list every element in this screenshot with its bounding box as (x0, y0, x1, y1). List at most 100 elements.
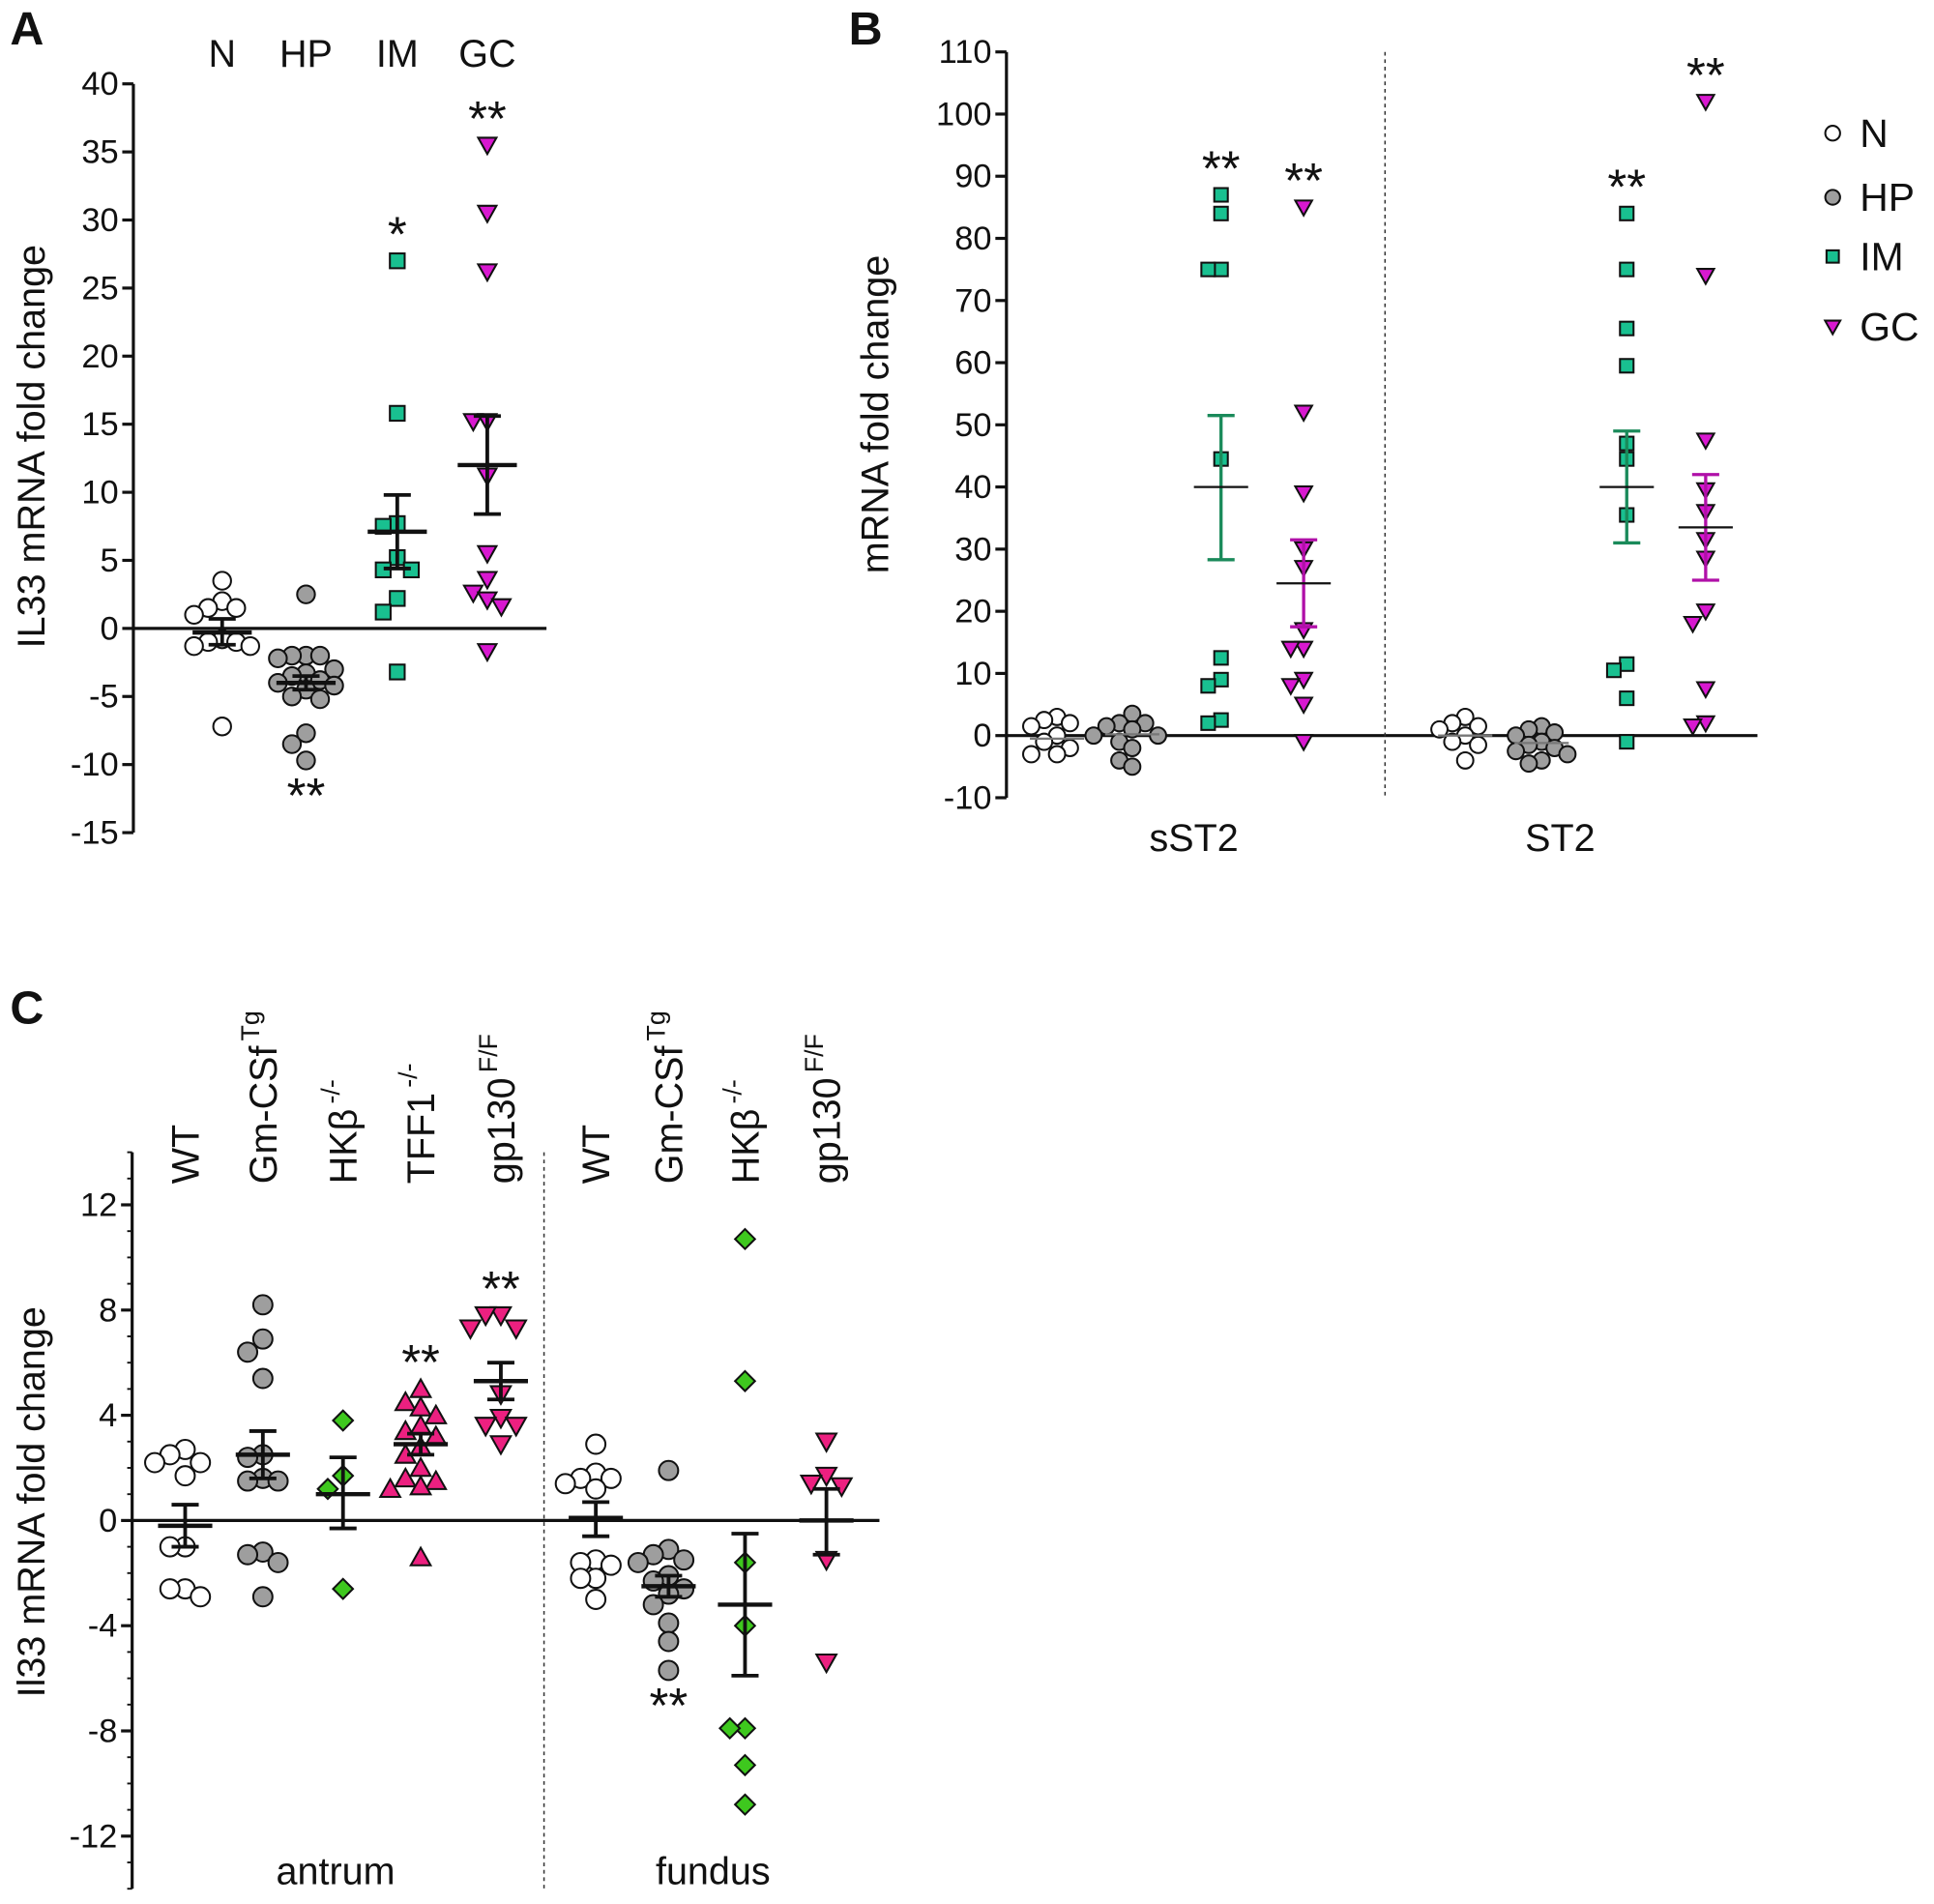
panel-b-y-tick-label: 60 (954, 345, 991, 382)
panel-c-data-point (251, 1586, 274, 1608)
panel-a-y-tick-label: 40 (81, 66, 118, 103)
panel-b-y-tick-label: 50 (954, 407, 991, 444)
panel-a-category-label: N (208, 33, 236, 75)
panel-c-data-point (267, 1470, 289, 1492)
panel-b-group-label: ST2 (1525, 817, 1595, 860)
panel-a-y-tick-label: -5 (89, 679, 119, 716)
panel-b-data-point (1430, 719, 1449, 739)
panel-c-data-point (331, 1409, 355, 1432)
panel-c-category-label: HKβ (323, 1109, 366, 1185)
panel-c-data-point (658, 1630, 680, 1653)
panel-c-data-point (409, 1545, 433, 1567)
panel-c-data-point (718, 1716, 742, 1741)
panel-a-data-point (476, 263, 499, 283)
panel-b-significance-marker: ** (1284, 153, 1323, 208)
panel-a-data-point (268, 648, 288, 669)
panel-b-significance-marker: ** (1202, 140, 1241, 195)
panel-a-y-tick-label: 15 (81, 406, 118, 443)
panel-c-y-axis-label: Il33 mRNA fold change (11, 1306, 53, 1697)
panel-b-data-point (1519, 754, 1538, 774)
panel-a-chart: 40 35 30 25 20 15 10 5 0 -5 -10 -15 N HP ** IM * GC ** (71, 33, 547, 852)
panel-a-y-tick-label: 25 (81, 270, 118, 307)
panel-a-data-point (212, 571, 232, 591)
panel-b-data-point (1619, 358, 1635, 374)
panel-c-category-label: WT (575, 1125, 618, 1184)
panel-c-data-point (504, 1319, 528, 1340)
panel-letter-b: B (849, 3, 883, 55)
panel-c-data-point (585, 1478, 607, 1500)
panel-a-y-tick-label: 35 (81, 134, 118, 171)
panel-a-data-point (309, 688, 331, 710)
panel-c-data-point (570, 1567, 592, 1590)
panel-c-data-point (458, 1319, 483, 1340)
panel-b-data-point (1293, 199, 1314, 218)
panel-b-data-point (1619, 205, 1635, 221)
panel-b-data-point (1213, 187, 1229, 203)
panel-a-data-point (281, 734, 303, 754)
panel-b-data-point (1469, 717, 1487, 736)
panel-c-category-superscript: F/F (474, 1034, 503, 1072)
panel-c-data-point (627, 1551, 649, 1573)
panel-b-data-point (1035, 732, 1054, 751)
panel-b-data-point (1123, 739, 1142, 757)
panel-a-data-point (309, 645, 331, 666)
panel-c-data-point (251, 1367, 274, 1390)
panel-a-data-point (296, 750, 316, 771)
panel-c-data-point (331, 1577, 355, 1600)
panel-c-data-point (673, 1549, 695, 1571)
panel-c-data-point (585, 1433, 607, 1455)
panel-b-y-tick-label: 40 (954, 469, 991, 506)
panel-c-data-point (144, 1451, 165, 1474)
panel-b-data-point (1047, 745, 1067, 764)
panel-c-data-point (600, 1554, 622, 1576)
panel-c-category-superscript: -/- (316, 1079, 345, 1103)
panel-c-significance-marker: ** (401, 1334, 440, 1390)
panel-a-y-tick-label: 0 (100, 610, 118, 647)
panel-a-data-point (240, 635, 261, 657)
panel-b-data-point (1022, 745, 1040, 764)
panel-a-data-point (476, 204, 499, 224)
panel-b-data-point (1280, 678, 1302, 696)
panel-a-data-point (296, 584, 316, 604)
panel-b-y-tick-label: 30 (954, 531, 991, 568)
panel-c-data-point (554, 1473, 576, 1495)
panel-letter-c: C (10, 981, 44, 1034)
panel-b-data-point (1022, 717, 1040, 736)
panel-b-y-tick-label: -10 (944, 779, 992, 816)
panel-b-y-tick-label: 20 (954, 594, 991, 630)
panel-b-data-point (1293, 640, 1314, 659)
panel-b-data-point (1558, 745, 1577, 764)
panel-c-category-label: gp130 (481, 1077, 523, 1184)
panel-a-significance-marker: ** (287, 768, 326, 823)
panel-b-data-point (1280, 640, 1302, 659)
panel-c-category-label: gp130 (806, 1077, 849, 1184)
panel-b-data-point (1213, 671, 1229, 688)
panel-c-data-point (600, 1467, 622, 1489)
panel-c-data-point (174, 1465, 196, 1487)
panel-b-data-point (1293, 404, 1314, 423)
legend-marker (1824, 189, 1841, 206)
panel-c-data-point (733, 1716, 757, 1741)
panel-c-category-superscript: F/F (800, 1034, 829, 1072)
panel-c-chart: 12 8 4 0 -4 -8 -12 antrum fundus WT Gm-CSf Tg HKβ -/-… (70, 1011, 880, 1893)
panel-b-data-point (1293, 696, 1314, 716)
legend-label: HP (1860, 175, 1915, 220)
panel-b-y-axis-label: mRNA fold change (854, 255, 896, 573)
panel-a-data-point (281, 687, 303, 707)
panel-c-data-point (585, 1589, 607, 1610)
panel-c-y-tick-label: -12 (70, 1818, 118, 1855)
panel-b-data-point (1695, 268, 1716, 286)
panel-b-data-point (1213, 650, 1229, 666)
panel-c-y-tick-label: 0 (99, 1503, 117, 1539)
panel-a-data-point (462, 413, 484, 433)
panel-a-data-point (476, 571, 499, 591)
panel-c-data-point (658, 1459, 680, 1481)
panel-c-y-tick-label: 12 (80, 1186, 117, 1223)
panel-a-data-point (476, 544, 499, 565)
panel-a-data-point (184, 635, 204, 657)
panel-c-data-point (799, 1475, 823, 1496)
panel-a-data-point (212, 717, 232, 737)
panel-a-y-tick-label: 10 (81, 475, 118, 512)
